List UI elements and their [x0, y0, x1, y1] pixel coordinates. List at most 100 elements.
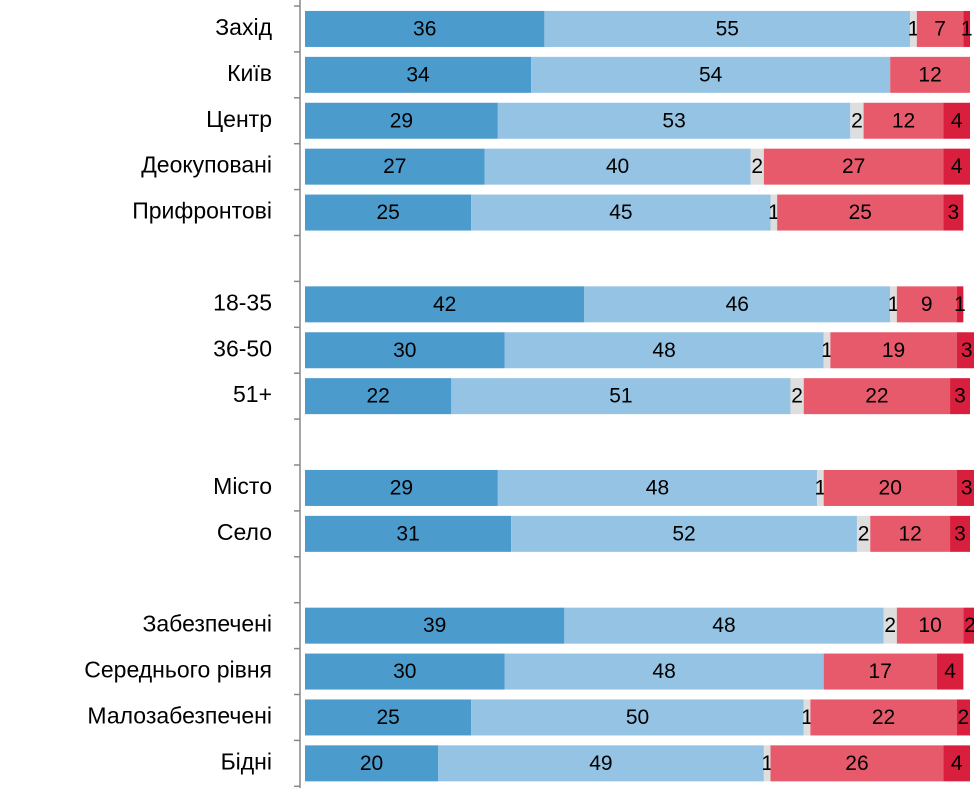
- bar-segment: [484, 148, 751, 185]
- value-label: 3: [954, 385, 966, 408]
- value-label: 34: [406, 63, 430, 86]
- value-label: 22: [366, 385, 389, 408]
- category-label: Київ: [227, 60, 272, 86]
- value-label: 1: [954, 293, 966, 316]
- bar-segment: [896, 607, 964, 644]
- bar-segment: [890, 56, 970, 93]
- bar-segment: [936, 653, 964, 690]
- bar-segment: [305, 699, 472, 736]
- value-label: 1: [908, 17, 920, 40]
- value-label: 36: [413, 17, 436, 40]
- value-label: 1: [768, 201, 780, 224]
- value-label: 12: [918, 63, 941, 86]
- value-label: 54: [699, 63, 723, 86]
- value-label: 2: [751, 155, 763, 178]
- bar-segment: [305, 194, 472, 231]
- bar-segment: [544, 10, 911, 47]
- value-label: 3: [954, 522, 966, 545]
- category-label: 51+: [233, 381, 272, 407]
- value-label: 50: [626, 706, 649, 729]
- value-label: 4: [951, 155, 963, 178]
- value-label: 42: [433, 293, 456, 316]
- bar-segment: [823, 469, 957, 506]
- bar-segment: [763, 745, 771, 782]
- value-label: 20: [879, 476, 902, 499]
- bar-segment: [943, 194, 964, 231]
- value-label: 29: [390, 476, 413, 499]
- bar-segment: [305, 607, 565, 644]
- value-label: 49: [589, 752, 612, 775]
- value-label: 20: [360, 752, 383, 775]
- bar-segment: [497, 469, 818, 506]
- value-label: 30: [393, 660, 416, 683]
- value-label: 53: [662, 109, 685, 132]
- category-label: Центр: [206, 106, 272, 132]
- value-label: 51: [609, 385, 632, 408]
- value-label: 1: [815, 476, 827, 499]
- value-label: 17: [869, 660, 892, 683]
- value-label: 25: [849, 201, 872, 224]
- bar-segment: [803, 699, 811, 736]
- bar-segment: [963, 607, 974, 644]
- value-label: 52: [672, 522, 695, 545]
- value-label: 4: [944, 660, 956, 683]
- bar-segment: [823, 332, 831, 369]
- bar-segment: [471, 699, 804, 736]
- value-label: 7: [934, 17, 946, 40]
- value-label: 12: [898, 522, 921, 545]
- bar-segment: [890, 286, 897, 323]
- bar-segment: [471, 194, 771, 231]
- category-label: 18-35: [213, 289, 272, 315]
- bar-segment: [305, 148, 485, 185]
- value-label: 48: [652, 660, 675, 683]
- category-label: Прифронтові: [132, 198, 272, 224]
- value-label: 1: [761, 752, 773, 775]
- value-label: 2: [791, 385, 803, 408]
- value-label: 2: [858, 522, 870, 545]
- value-label: 26: [845, 752, 868, 775]
- value-label: 3: [961, 339, 973, 362]
- bar-segment: [511, 515, 857, 552]
- bar-segment: [305, 378, 452, 415]
- value-label: 48: [652, 339, 675, 362]
- value-label: 22: [872, 706, 895, 729]
- bar-segment: [305, 745, 438, 782]
- bar-segment: [956, 699, 970, 736]
- bar-segment: [817, 469, 824, 506]
- bar-segment: [305, 515, 512, 552]
- bar-segment: [910, 10, 917, 47]
- category-label: Забезпечені: [143, 611, 273, 637]
- bar-segment: [504, 653, 824, 690]
- bar-segment: [531, 56, 891, 93]
- category-label: Захід: [215, 14, 272, 40]
- bar-segment: [584, 286, 891, 323]
- bar-segment: [916, 10, 964, 47]
- value-label: 9: [921, 293, 933, 316]
- value-label: 45: [609, 201, 632, 224]
- bar-segment: [956, 469, 974, 506]
- value-label: 2: [958, 706, 970, 729]
- bar-segment: [863, 102, 944, 139]
- value-label: 2: [851, 109, 863, 132]
- bar-segment: [305, 286, 585, 323]
- value-label: 1: [801, 706, 813, 729]
- bar-segment: [305, 653, 505, 690]
- bar-segment: [850, 102, 864, 139]
- value-label: 46: [726, 293, 749, 316]
- value-label: 2: [964, 614, 974, 637]
- bar-segment: [564, 607, 884, 644]
- category-label: Бідні: [221, 748, 272, 774]
- value-label: 4: [951, 752, 963, 775]
- bar-segment: [956, 286, 964, 323]
- bar-segment: [823, 653, 937, 690]
- bar-segment: [810, 699, 957, 736]
- bar-segment: [305, 102, 498, 139]
- bar-segment: [438, 745, 764, 782]
- value-label: 25: [376, 201, 399, 224]
- bar-segment: [790, 378, 804, 415]
- bar-segment: [497, 102, 851, 139]
- bar-segment: [451, 378, 791, 415]
- value-label: 10: [918, 614, 941, 637]
- value-label: 19: [882, 339, 905, 362]
